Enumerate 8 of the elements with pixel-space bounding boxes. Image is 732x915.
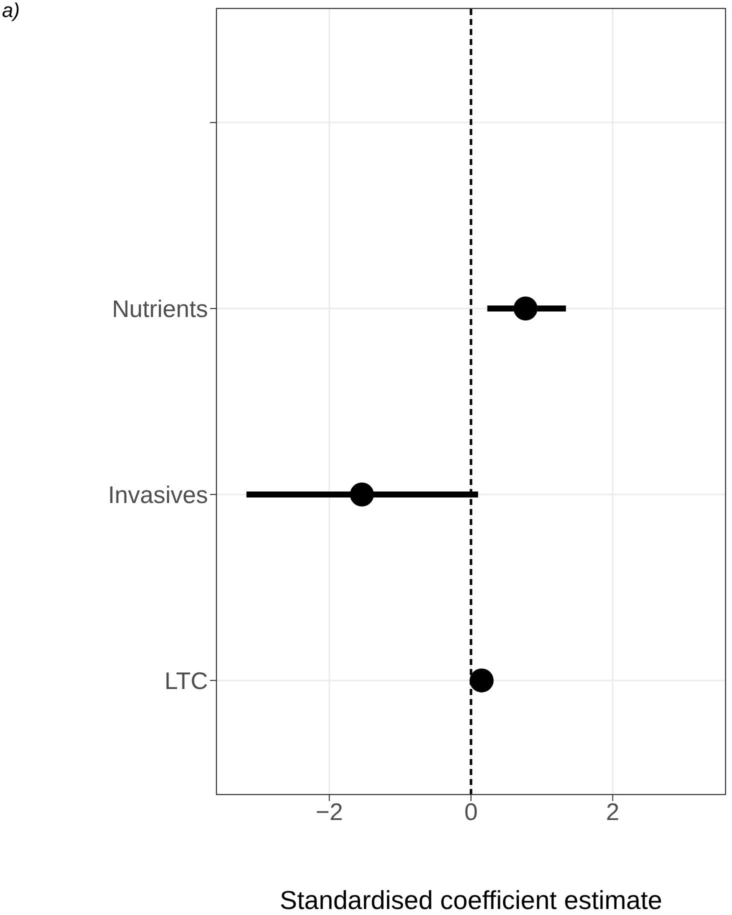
- y-tick-label: Nutrients: [112, 296, 208, 324]
- text: a): [2, 0, 20, 23]
- x-tick-label: 0: [464, 799, 478, 826]
- x-tick-label: 2: [606, 799, 620, 826]
- y-tick-label: Invasives: [108, 482, 208, 509]
- x-tick-label: −2: [316, 799, 344, 826]
- x-axis-title: Standardised coefficient estimate: [280, 885, 662, 915]
- y-tick-label: LTC: [164, 668, 208, 695]
